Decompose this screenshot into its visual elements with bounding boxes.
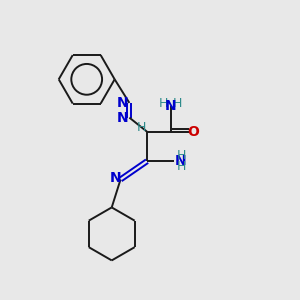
Text: H: H — [137, 122, 146, 134]
Text: N: N — [110, 171, 121, 185]
Text: N: N — [117, 111, 129, 124]
Text: H: H — [177, 160, 187, 173]
Text: N: N — [175, 154, 187, 168]
Text: H: H — [172, 97, 182, 110]
Text: H: H — [159, 97, 168, 110]
Text: N: N — [165, 99, 176, 113]
Text: H: H — [177, 149, 187, 162]
Text: O: O — [187, 125, 199, 139]
Text: N: N — [117, 96, 129, 110]
